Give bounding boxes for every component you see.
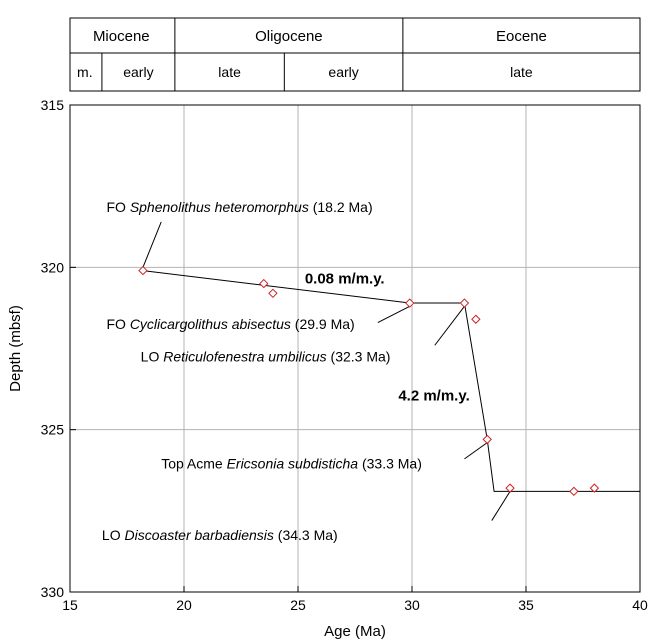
datum-point xyxy=(138,265,148,276)
x-tick-label: 40 xyxy=(632,597,648,613)
annotation-part: FO xyxy=(106,316,129,332)
annotation-part: Reticulofenestra umbilicus xyxy=(163,348,326,364)
annotation-part: Cyclicargolithus abisectus xyxy=(130,316,291,332)
annotation-part: Ericsonia subdisticha xyxy=(227,456,359,472)
annotation-part: (34.3 Ma) xyxy=(274,527,338,543)
datum-annotation: FO Sphenolithus heteromorphus (18.2 Ma) xyxy=(106,199,372,215)
y-tick-label: 320 xyxy=(41,259,65,275)
y-tick-label: 330 xyxy=(41,584,65,600)
x-axis-label: Age (Ma) xyxy=(324,623,386,640)
annotation-part: (29.9 Ma) xyxy=(291,316,355,332)
annotation-part: (32.3 Ma) xyxy=(327,348,391,364)
datum-annotation: LO Reticulofenestra umbilicus (32.3 Ma) xyxy=(141,348,391,364)
annotation-part: Top Acme xyxy=(161,456,226,472)
stage-label: early xyxy=(123,64,153,80)
stage-label: late xyxy=(218,64,241,80)
datum-annotation: FO Cyclicargolithus abisectus (29.9 Ma) xyxy=(106,316,354,332)
stage-label: m. xyxy=(77,64,93,80)
datum-annotation: LO Discoaster barbadiensis (34.3 Ma) xyxy=(102,527,338,543)
datum-point xyxy=(259,278,269,289)
y-tick-label: 325 xyxy=(41,422,65,438)
datum-point xyxy=(569,486,579,497)
leader-line xyxy=(142,221,162,268)
annotation-part: (33.3 Ma) xyxy=(358,456,422,472)
age-depth-polyline xyxy=(142,270,640,492)
x-tick-label: 20 xyxy=(176,597,192,613)
age-depth-line xyxy=(142,270,640,492)
datum-point xyxy=(471,314,481,324)
header-frame xyxy=(69,17,641,92)
stage-label: early xyxy=(328,64,358,80)
x-tick-label: 35 xyxy=(518,597,534,613)
y-axis-label: Depth (mbsf) xyxy=(7,305,24,392)
leader-line xyxy=(491,491,511,521)
datum-point xyxy=(589,483,600,493)
annotation-part: (18.2 Ma) xyxy=(309,199,373,215)
epoch-label: Eocene xyxy=(496,28,547,45)
stage-label: late xyxy=(510,64,533,80)
epoch-label: Oligocene xyxy=(255,28,323,45)
y-tick-label: 315 xyxy=(41,97,65,113)
datum-point xyxy=(482,434,492,445)
plot-frame xyxy=(69,104,641,593)
datum-point xyxy=(459,298,470,308)
axis-ticks: 15 20 25 30 35 40 315 320 325 330 xyxy=(41,97,648,613)
leader-line xyxy=(434,305,465,346)
x-tick-label: 15 xyxy=(62,597,78,613)
datum-point xyxy=(405,298,415,308)
x-tick-label: 30 xyxy=(404,597,420,613)
annotation-part: Sphenolithus heteromorphus xyxy=(130,199,309,215)
grid xyxy=(70,105,640,592)
annotation-text: FO Sphenolithus heteromorphus (18.2 Ma)F… xyxy=(102,199,470,543)
datum-point xyxy=(268,288,278,299)
epoch-label: Miocene xyxy=(93,28,150,45)
leader-line xyxy=(377,305,410,323)
datum-annotation: Top Acme Ericsonia subdisticha (33.3 Ma) xyxy=(161,456,422,472)
rate-label: 4.2 m/m.y. xyxy=(398,387,469,404)
annotation-part: Discoaster barbadiensis xyxy=(124,527,273,543)
epoch-header-table: Miocene Oligocene Eocene m. early late early la… xyxy=(69,17,641,92)
annotation-part: LO xyxy=(102,527,125,543)
annotation-part: FO xyxy=(106,199,129,215)
leader-line xyxy=(464,442,488,460)
annotation-part: LO xyxy=(141,348,164,364)
datum-points xyxy=(138,265,600,497)
datum-point xyxy=(505,483,515,493)
x-tick-label: 25 xyxy=(290,597,306,613)
rate-label: 0.08 m/m.y. xyxy=(305,271,385,288)
annotation-leaders xyxy=(142,221,511,521)
